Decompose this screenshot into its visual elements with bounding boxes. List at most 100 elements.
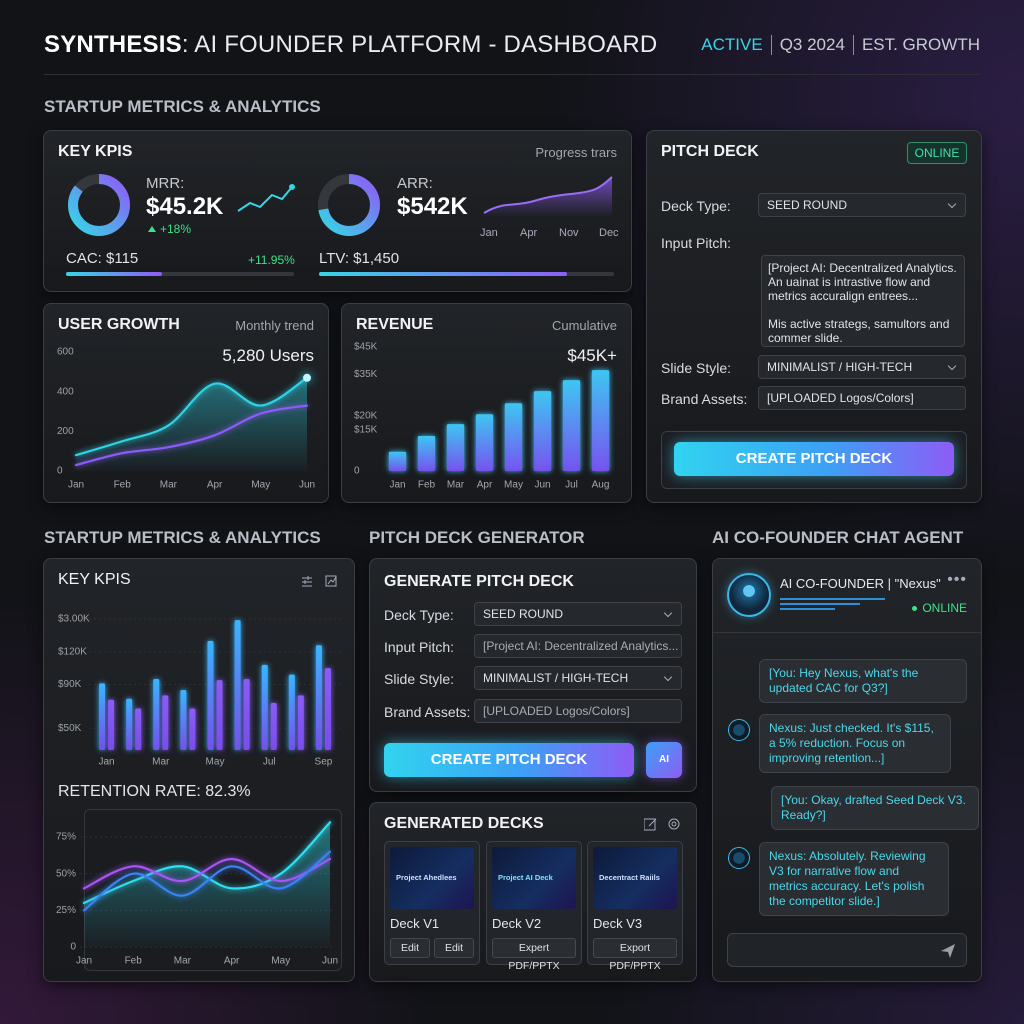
input[interactable]: [Project AI: Decentralized Analytics...	[474, 634, 682, 658]
panel-title: REVENUE	[356, 316, 434, 333]
chat-message: [You: Hey Nexus, what's the updated CAC …	[759, 659, 967, 703]
x-tick-label: Jan	[68, 480, 84, 491]
select[interactable]: SEED ROUND	[758, 193, 966, 217]
donut	[68, 174, 130, 236]
series-line	[82, 857, 332, 890]
annotation: $45K+	[567, 346, 617, 365]
x-tick-label: May	[271, 956, 290, 967]
bar	[388, 451, 407, 471]
progress-track	[319, 272, 614, 276]
create-button[interactable]: CREATE PITCH DECK	[674, 442, 954, 476]
deck-card[interactable]: Project Ahedlees Deck V1 Edit Edit	[384, 841, 480, 965]
agent-icon	[728, 847, 750, 869]
chart-title: RETENTION RATE: 82.3%	[58, 783, 251, 800]
message-text: [You: Hey Nexus, what's the updated CAC …	[769, 666, 919, 695]
deck-thumbnail: Project AI Deck	[492, 847, 576, 909]
bar	[270, 703, 277, 750]
x-tick-label: Jun	[299, 480, 315, 491]
x-tick-label: Apr	[224, 956, 240, 967]
deck-action[interactable]: Expert PDF/PPTX	[492, 938, 576, 972]
bar	[261, 664, 268, 750]
chat-input[interactable]	[727, 933, 967, 967]
chat-message: Nexus: Just checked. It's $115, a 5% red…	[759, 714, 951, 773]
deck-thumbnail: Decentract Raiils	[593, 847, 677, 909]
message-text: Nexus: Just checked. It's $115, a 5% red…	[769, 721, 934, 765]
input[interactable]: [UPLOADED Logos/Colors]	[758, 386, 966, 410]
ai-button[interactable]: AI	[646, 742, 682, 778]
deck-name: Deck V2	[492, 916, 542, 931]
highlight-dot	[303, 373, 311, 382]
mrr-label: MRR:	[146, 175, 185, 192]
month-label: Nov	[559, 227, 579, 239]
x-tick-label: Mar	[447, 480, 465, 491]
panel-title: KEY KPIS	[58, 143, 133, 160]
panel-icons	[644, 818, 680, 831]
x-tick-label: May	[206, 757, 225, 768]
month-label: Jan	[480, 227, 498, 239]
stage: EST. GROWTH	[852, 35, 980, 55]
progress-track	[66, 272, 294, 276]
progress	[319, 272, 567, 276]
donut	[318, 174, 380, 236]
textarea[interactable]: [Project AI: Decentralized Analytics. An…	[761, 255, 965, 347]
arr-label: ARR:	[397, 175, 433, 192]
x-tick-label: Apr	[477, 480, 493, 491]
bar	[562, 380, 581, 471]
divider	[713, 632, 981, 633]
x-tick-label: Feb	[125, 956, 143, 967]
kpi-panel: KEY KPIS Progress trars MRR: $45.2K +18%…	[43, 130, 632, 292]
retention-chart: 0 25% 50% 75% Jan Feb Mar Apr May Jun	[56, 821, 338, 967]
field-label: Brand Assets:	[384, 704, 471, 720]
x-tick-label: Jan	[389, 480, 405, 491]
divider	[44, 74, 980, 75]
panel-note: Cumulative	[551, 318, 617, 333]
revenue-chart: 0 $15K $20K $35K $45K Jan Feb Mar Apr May Jun Jul Au…	[354, 342, 610, 491]
series-line	[74, 376, 309, 457]
title: : AI FOUNDER PLATFORM - DASHBOARD	[181, 31, 658, 58]
deck-action[interactable]: Export PDF/PPTX	[593, 938, 677, 972]
bar	[162, 695, 169, 750]
x-tick-label: May	[251, 480, 270, 491]
status-badge: ONLINE	[907, 142, 967, 164]
deck-card[interactable]: Decentract Raiils Deck V3 Export PDF/PPT…	[587, 841, 683, 972]
chat-message: [You: Okay, drafted Seed Deck V3. Ready?…	[771, 786, 979, 830]
select[interactable]: MINIMALIST / HIGH-TECH	[474, 666, 682, 690]
bar	[446, 424, 465, 471]
deck-card[interactable]: Project AI Deck Deck V2 Expert PDF/PPTX	[486, 841, 582, 972]
message-text: Nexus: Absolutely. Reviewing V3 for narr…	[769, 849, 926, 908]
x-tick-label: Sep	[315, 757, 333, 768]
bar	[180, 689, 187, 750]
deck-action[interactable]: Edit	[390, 938, 430, 958]
bar	[288, 674, 295, 750]
input[interactable]: [UPLOADED Logos/Colors]	[474, 699, 682, 723]
path	[325, 575, 337, 587]
area-fill	[76, 377, 307, 471]
y-tick-label: $35K	[354, 369, 378, 380]
quarter: Q3 2024	[770, 35, 853, 55]
field-label: Input Pitch:	[384, 639, 455, 655]
status: ACTIVE	[701, 35, 763, 54]
bar	[234, 620, 241, 750]
create-button[interactable]: CREATE PITCH DECK	[384, 743, 634, 777]
chat-panel: AI CO-FOUNDER | "Nexus" ••• ONLINE [You:…	[712, 558, 982, 982]
panel-title: USER GROWTH	[58, 316, 180, 333]
path	[302, 576, 312, 587]
y-tick-label: 25%	[56, 905, 76, 916]
bar	[315, 645, 322, 750]
send-icon[interactable]	[940, 943, 956, 959]
deck-action[interactable]: Edit	[434, 938, 474, 958]
bar	[591, 370, 610, 471]
field-label: Slide Style:	[661, 360, 732, 376]
bar	[533, 391, 552, 471]
select[interactable]: MINIMALIST / HIGH-TECH	[758, 355, 966, 379]
panel-title: PITCH DECK	[661, 143, 759, 160]
y-tick-label: 50%	[56, 868, 76, 879]
section-title: PITCH DECK GENERATOR	[369, 528, 585, 547]
y-tick-label: 200	[57, 426, 74, 437]
bar	[108, 699, 115, 750]
select[interactable]: SEED ROUND	[474, 602, 682, 626]
x-tick-label: Jun	[534, 480, 550, 491]
series-line	[82, 850, 332, 912]
menu[interactable]: •••	[947, 571, 967, 588]
path	[941, 944, 955, 958]
